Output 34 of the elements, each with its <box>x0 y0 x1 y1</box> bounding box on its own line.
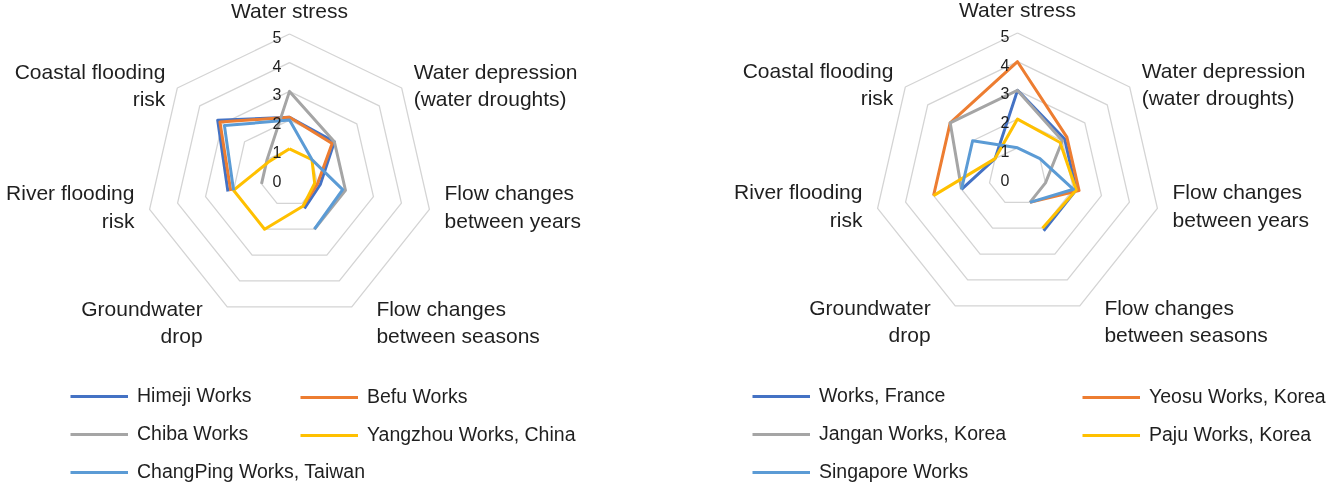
legend-label: Paju Works, Korea <box>1149 423 1312 446</box>
spoke-label: Flow changes between years <box>1172 180 1310 231</box>
legend-label: Works, France <box>819 384 946 407</box>
legend-label: Singapore Works <box>819 460 969 483</box>
spoke-label: River flooding risk <box>6 181 135 232</box>
legend-label: Jangan Works, Korea <box>819 422 1007 445</box>
spoke-label: Water depression (water droughts) <box>413 59 578 111</box>
legend-label: Yangzhou Works, China <box>367 423 576 446</box>
y-tick-label: 0 <box>1000 171 1010 189</box>
spoke-label: Coastal flooding risk <box>742 58 894 110</box>
legend-label: Befu Works <box>367 385 468 408</box>
y-tick-label: 4 <box>272 57 282 75</box>
y-tick-label: 5 <box>272 29 282 46</box>
legend-label: ChangPing Works, Taiwan <box>137 460 365 483</box>
spoke-label: Water depression (water droughts) <box>1141 58 1306 110</box>
spoke-label: Groundwater drop <box>81 296 203 348</box>
spoke-label: Water stress <box>230 0 349 22</box>
y-tick-label: 3 <box>272 86 282 104</box>
y-tick-label: 0 <box>272 172 282 190</box>
legend-label: Yeosu Works, Korea <box>1149 385 1326 408</box>
legend-label: Chiba Works <box>137 422 249 445</box>
y-tick-label: 5 <box>1000 28 1010 45</box>
y-tick-label: 4 <box>1000 56 1010 74</box>
spoke-label: Flow changes between seasons <box>1104 295 1268 347</box>
y-tick-label: 2 <box>272 115 282 133</box>
legend-label: Himeji Works <box>137 384 252 407</box>
y-tick-label: 1 <box>1000 142 1010 160</box>
spoke-label: Flow changes between years <box>444 181 582 232</box>
spoke-label: Flow changes between seasons <box>376 296 540 348</box>
spoke-label: River flooding risk <box>734 180 863 231</box>
spoke-label: Groundwater drop <box>809 295 931 347</box>
spoke-label: Water stress <box>958 0 1077 21</box>
y-tick-label: 3 <box>1000 85 1010 103</box>
spoke-label: Coastal flooding risk <box>14 59 166 111</box>
